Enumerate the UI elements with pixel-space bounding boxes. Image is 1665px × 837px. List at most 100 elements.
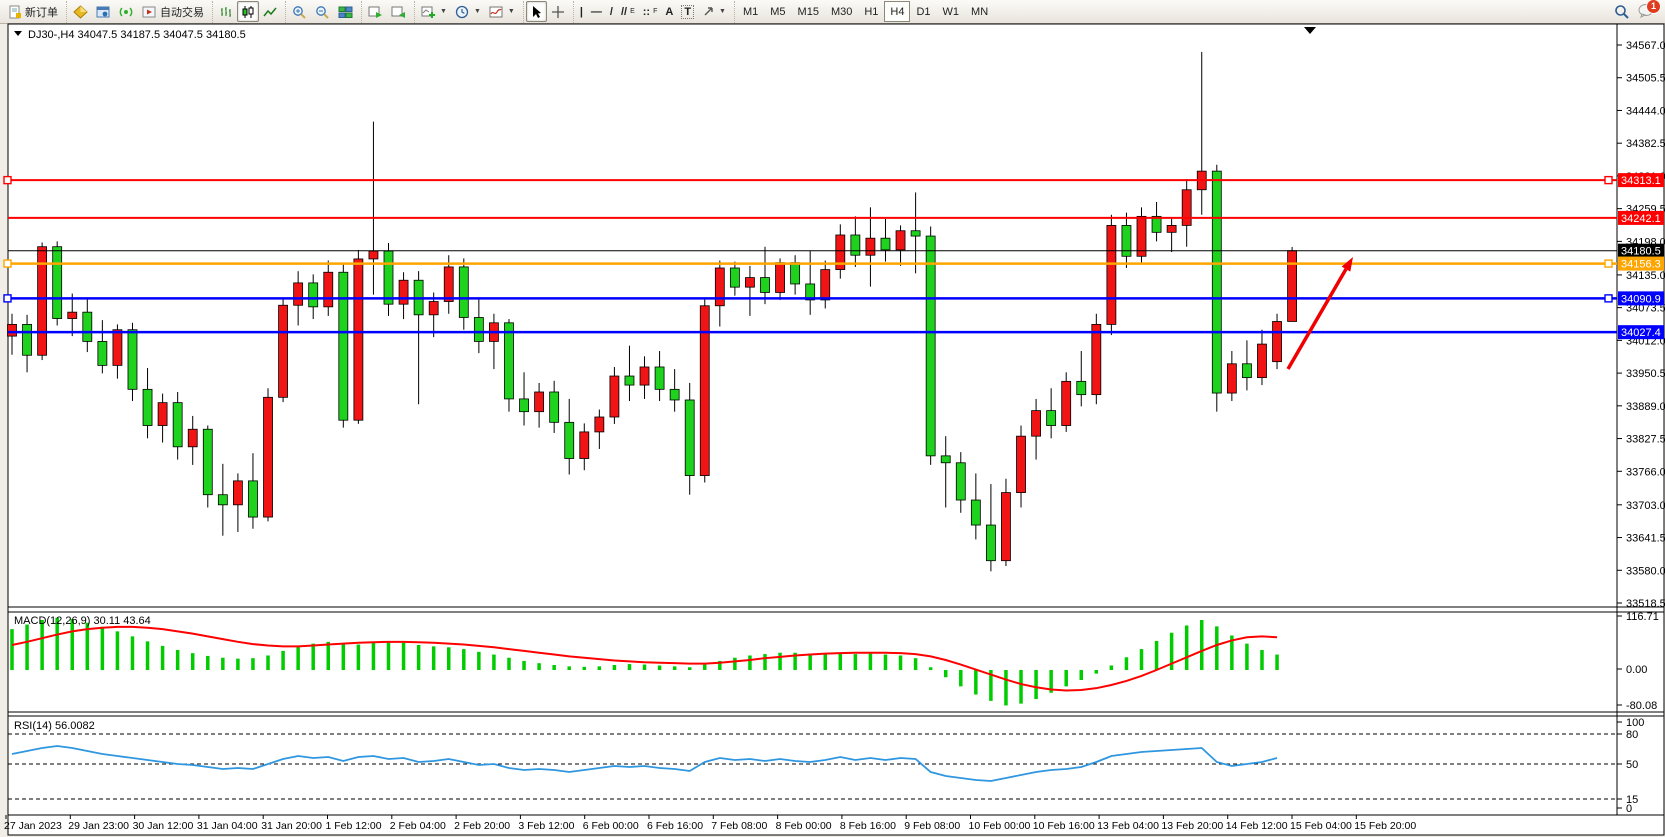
timeframe-d1[interactable]: D1 — [916, 5, 931, 18]
svg-text:34242.1: 34242.1 — [1621, 213, 1661, 225]
market-watch-button[interactable] — [69, 1, 92, 22]
time-label: 29 Jan 23:00 — [68, 820, 129, 832]
text-tool[interactable]: A — [665, 5, 674, 18]
time-label: 1 Feb 12:00 — [326, 820, 382, 832]
chart-window[interactable]: 34567.034505.534444.034382.534321.034259… — [0, 23, 1665, 837]
timeframe-m5[interactable]: M5 — [770, 5, 786, 18]
timeframe-m30[interactable]: M30 — [830, 5, 853, 18]
data-window-button[interactable] — [92, 1, 115, 22]
horizontal-line-tool[interactable]: — — [590, 5, 602, 18]
svg-text:50: 50 — [1626, 759, 1638, 771]
time-label: 8 Feb 16:00 — [840, 820, 896, 832]
svg-text:100: 100 — [1626, 717, 1644, 729]
cascade-windows-button[interactable] — [387, 1, 410, 22]
autotrading-icon — [142, 6, 156, 17]
timeframe-h1[interactable]: H1 — [864, 5, 879, 18]
chevron-down-icon: ▼ — [473, 8, 481, 15]
hline-handle[interactable] — [1604, 294, 1613, 303]
periods-dropdown[interactable]: ▼ — [451, 1, 485, 22]
zoom-in-button[interactable] — [288, 1, 311, 22]
zoom-in-icon — [293, 5, 306, 19]
timeframe-mn[interactable]: MN — [971, 5, 989, 18]
navigator-button[interactable] — [115, 1, 138, 22]
line-chart-button[interactable] — [259, 1, 281, 22]
cursor-tool-button[interactable] — [525, 1, 547, 22]
symbol-collapse-icon[interactable] — [14, 31, 22, 36]
data-window-icon — [96, 6, 110, 17]
svg-text:34382.5: 34382.5 — [1626, 138, 1665, 150]
time-label: 27 Jan 2023 — [4, 820, 62, 832]
macd-signal-line — [11, 625, 1278, 692]
chevron-down-icon: ▼ — [719, 8, 726, 15]
auto-arrange-button[interactable] — [364, 1, 387, 22]
autotrading-label: 自动交易 — [160, 6, 204, 19]
indicators-icon — [489, 6, 503, 17]
hline-handle[interactable] — [3, 259, 12, 268]
timeframe-m1[interactable]: M1 — [742, 5, 759, 18]
new-order-button[interactable]: 新订单 — [4, 1, 62, 22]
svg-text:33827.5: 33827.5 — [1626, 434, 1665, 446]
crosshair-tool-button[interactable] — [547, 1, 569, 22]
svg-text:34180.5: 34180.5 — [1621, 246, 1661, 258]
autotrading-button[interactable]: 自动交易 — [138, 1, 208, 22]
zoom-out-button[interactable] — [311, 1, 334, 22]
chart-shift-marker[interactable] — [1304, 27, 1316, 34]
arrow-shape-icon — [704, 7, 713, 16]
arrows-tool-dropdown[interactable]: ▼ — [698, 1, 730, 22]
price-label-chip — [1618, 325, 1664, 340]
indicators-dropdown[interactable]: ▼ — [485, 1, 519, 22]
chevron-down-icon: ▼ — [440, 8, 447, 15]
svg-text:33950.5: 33950.5 — [1626, 368, 1665, 380]
search-icon[interactable] — [1614, 4, 1630, 19]
hline-handle[interactable] — [3, 175, 12, 185]
bar-chart-icon — [221, 6, 231, 17]
svg-text:34090.9: 34090.9 — [1621, 293, 1661, 305]
time-label: 10 Feb 16:00 — [1033, 820, 1095, 832]
price-label-chip — [1618, 173, 1664, 188]
chevron-down-icon: ▼ — [507, 8, 515, 15]
svg-text:33641.5: 33641.5 — [1626, 533, 1665, 545]
tile-windows-icon — [338, 6, 353, 18]
svg-text:34313.1: 34313.1 — [1621, 175, 1661, 187]
equidistant-channel-tool[interactable]: //E — [620, 5, 635, 18]
notifications-button[interactable]: 1 — [1638, 0, 1661, 21]
time-label: 31 Jan 20:00 — [261, 820, 322, 832]
time-label: 6 Feb 00:00 — [583, 820, 639, 832]
new-chart-dropdown[interactable]: ▼ — [417, 1, 451, 22]
main-toolbar: 新订单 自动交易 — [0, 0, 1665, 24]
symbol-ohlc-line: DJ30-,H4 34047.5 34187.5 34047.5 34180.5 — [28, 29, 246, 41]
candlestick-chart-button[interactable] — [237, 1, 259, 22]
tile-windows-button[interactable] — [334, 1, 357, 22]
timeframe-group: M1 M5 M15 M30 H1 H4 D1 W1 MN — [733, 0, 996, 23]
svg-text:-80.08: -80.08 — [1626, 700, 1657, 712]
time-label: 7 Feb 08:00 — [711, 820, 767, 832]
hline-handle[interactable] — [1604, 259, 1613, 268]
svg-text:33518.5: 33518.5 — [1626, 598, 1665, 610]
text-label-tool[interactable]: T — [677, 1, 698, 22]
trendline-tool[interactable]: / — [609, 5, 613, 18]
chart-canvas[interactable]: 34567.034505.534444.034382.534321.034259… — [0, 23, 1665, 837]
svg-text:34505.5: 34505.5 — [1626, 73, 1665, 85]
hline-handle[interactable] — [3, 294, 12, 303]
svg-text:34027.4: 34027.4 — [1621, 327, 1661, 339]
svg-text:0.00: 0.00 — [1626, 664, 1647, 676]
timeframe-w1[interactable]: W1 — [942, 5, 960, 18]
svg-text:80: 80 — [1626, 729, 1638, 741]
auto-arrange-icon — [368, 6, 382, 18]
svg-text:34444.0: 34444.0 — [1626, 105, 1665, 117]
hline-handle[interactable] — [1604, 175, 1613, 185]
time-axis: 27 Jan 2023 29 Jan 23:00 30 Jan 12:00 31 Ja… — [4, 815, 1416, 832]
timeframe-m15[interactable]: M15 — [797, 5, 819, 18]
time-label: 30 Jan 12:00 — [133, 820, 194, 832]
vertical-line-tool[interactable]: | — [579, 5, 583, 18]
fibonacci-tool[interactable]: :: F — [642, 5, 658, 18]
trend-arrow[interactable] — [1286, 257, 1353, 370]
bar-chart-button[interactable] — [215, 1, 237, 22]
candlestick-chart-icon — [242, 5, 254, 18]
time-label: 15 Feb 20:00 — [1354, 820, 1416, 832]
price-label-chip — [1618, 210, 1664, 225]
time-label: 15 Feb 04:00 — [1290, 820, 1352, 832]
time-label: 14 Feb 12:00 — [1226, 820, 1288, 832]
timeframe-h4[interactable]: H4 — [884, 1, 911, 22]
